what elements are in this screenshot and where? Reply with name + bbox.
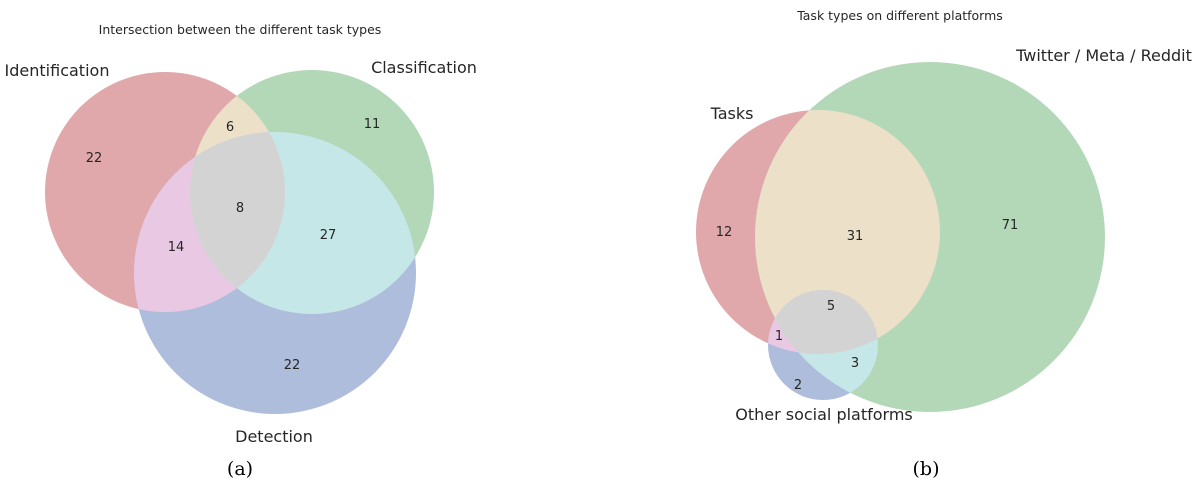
venn-b-count-all: 5: [827, 299, 835, 314]
venn-a-count-detection-only: 22: [284, 358, 301, 373]
venn-b-caption: (b): [913, 458, 940, 480]
venn-a-label-identification: Identification: [5, 61, 110, 80]
venn-b-count-tasks-other: 1: [775, 329, 783, 344]
venn-a-count-all: 8: [236, 201, 244, 216]
venn-a-caption: (a): [227, 458, 253, 480]
venn-a-title: Intersection between the different task …: [99, 22, 382, 37]
venn-a-count-identification-only: 22: [86, 151, 103, 166]
venn-b-label-twitter-meta-reddit: Twitter / Meta / Reddit: [1015, 46, 1192, 65]
venn-b-label-tasks: Tasks: [710, 104, 754, 123]
venn-b-count-twitter-only: 71: [1002, 218, 1019, 233]
venn-panel-b: Task types on different platforms Tasks …: [696, 8, 1192, 480]
venn-b-count-other-only: 2: [794, 378, 802, 393]
venn-b-count-tasks-twitter: 31: [847, 229, 864, 244]
venn-a-label-classification: Classification: [371, 58, 477, 77]
venn-a-count-identification-classification: 6: [226, 120, 234, 135]
venn-panel-a: Intersection between the different task …: [5, 22, 477, 480]
venn-b-overlap-all: [768, 290, 878, 354]
venn-b-title: Task types on different platforms: [796, 8, 1003, 23]
venn-b-label-other-social-platforms: Other social platforms: [735, 405, 913, 424]
venn-a-count-identification-detection: 14: [168, 240, 185, 255]
venn-b-count-tasks-only: 12: [716, 225, 733, 240]
venn-a-count-classification-detection: 27: [320, 228, 337, 243]
venn-a-label-detection: Detection: [235, 427, 313, 446]
venn-b-count-twitter-other: 3: [851, 356, 859, 371]
venn-a-count-classification-only: 11: [364, 117, 381, 132]
